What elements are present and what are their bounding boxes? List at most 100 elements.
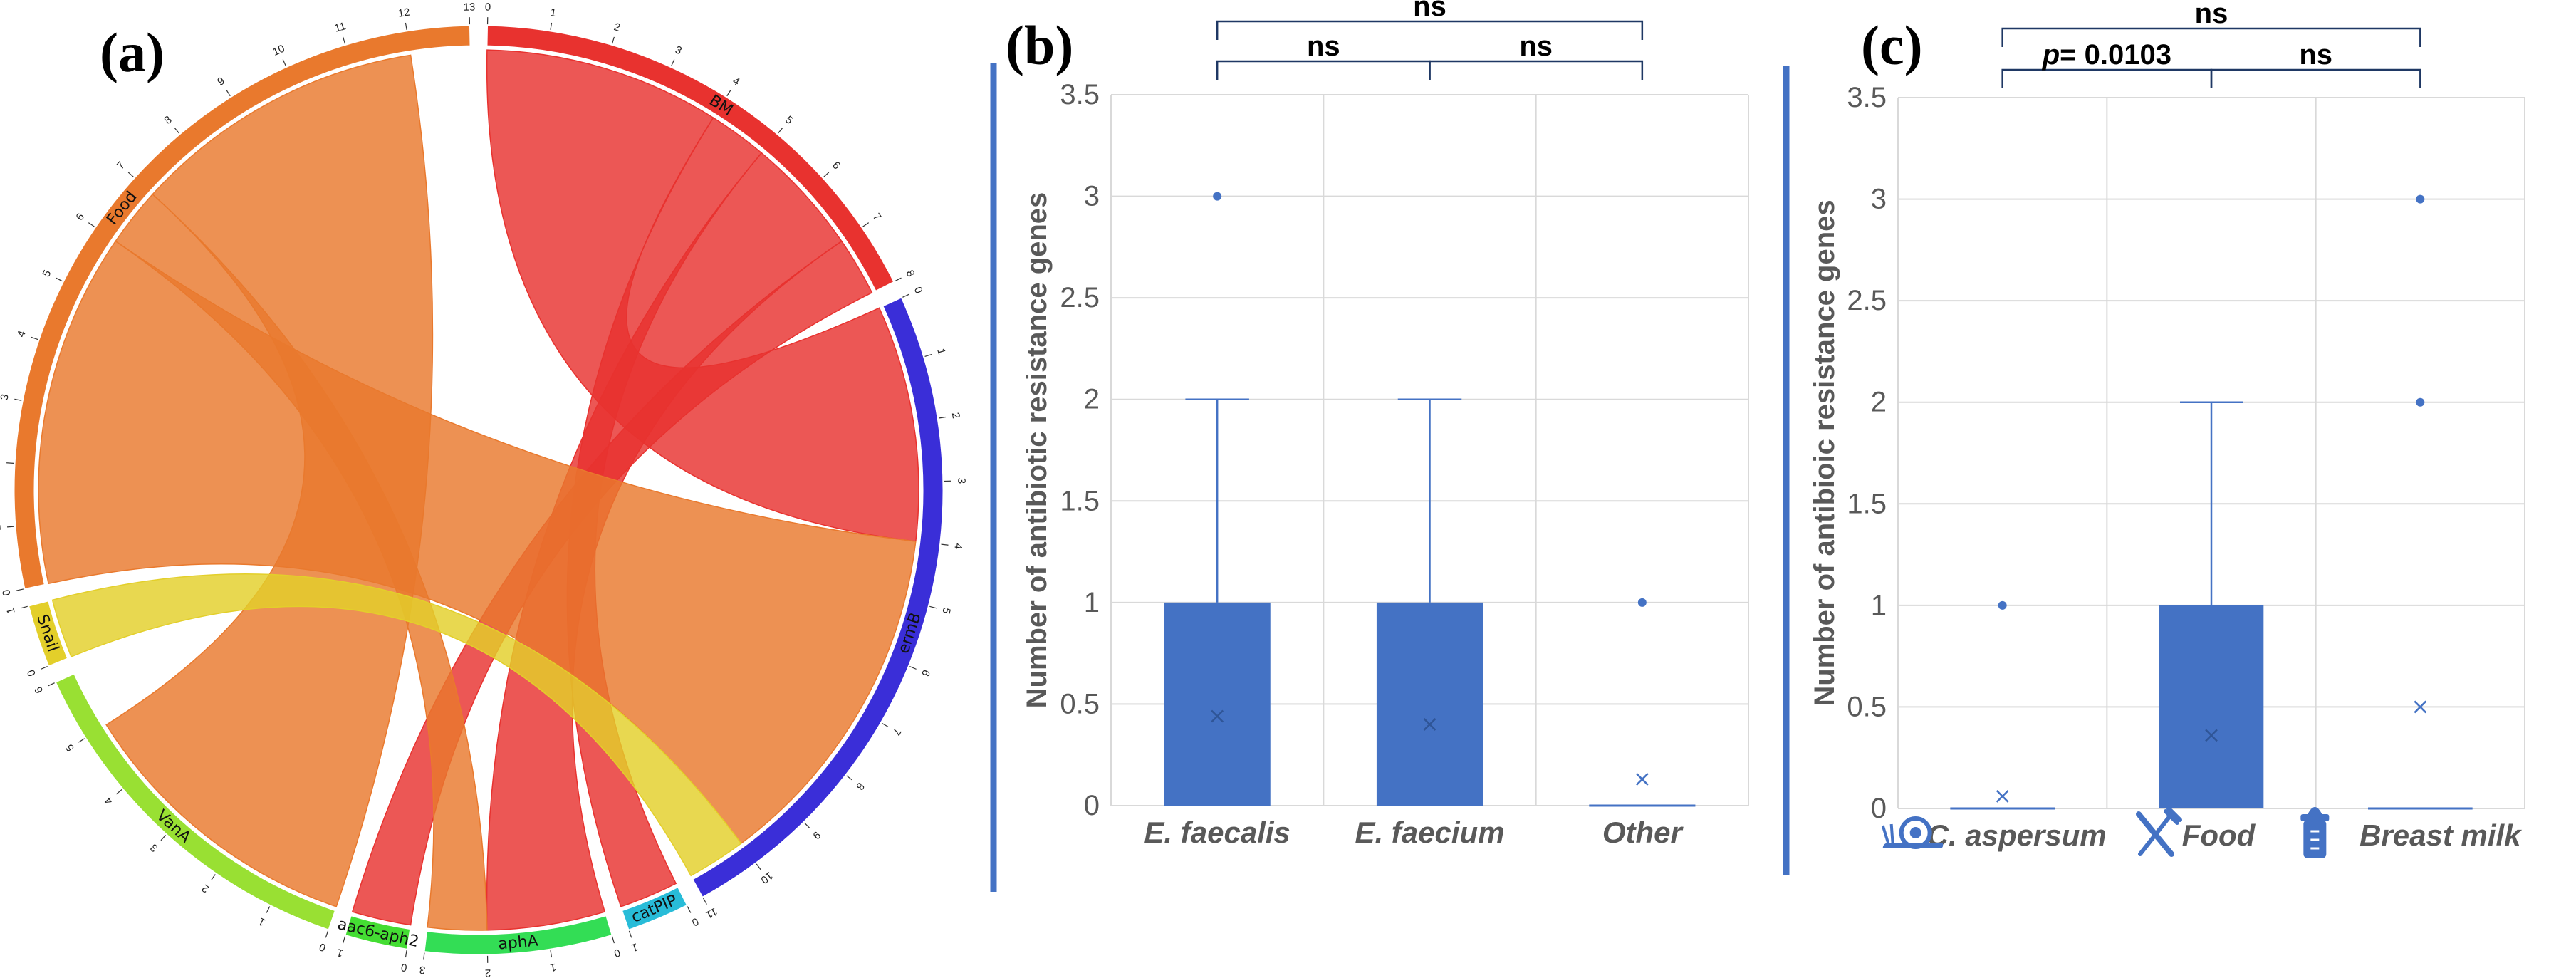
y-tick-label: 3 <box>1871 184 1887 215</box>
chord-tick <box>687 906 692 913</box>
chord-tick-label: 6 <box>830 160 843 172</box>
y-tick-label: 0.5 <box>1847 691 1887 722</box>
chord-tick-label: 1 <box>549 961 557 974</box>
chord-sector-BM <box>486 25 895 291</box>
chord-tick-label: 3 <box>673 43 684 57</box>
mean-marker <box>2205 729 2218 742</box>
chord-tick <box>226 89 231 97</box>
snail-shell-core <box>1909 827 1921 838</box>
y-tick-label: 2 <box>1871 387 1887 418</box>
fork-knife-icon <box>2136 806 2182 857</box>
chord-tick <box>895 277 902 282</box>
y-tick-label: 0 <box>1871 793 1887 824</box>
significance-label: ns <box>1413 0 1446 22</box>
chord-tick-label: 3 <box>419 963 426 976</box>
chord-tick-label: 2 <box>199 882 211 895</box>
chart-b: 0 0.5 1 1.5 2 2.5 3 3.5 Number of antibiotic res… <box>1021 0 1749 849</box>
chord-link-BM-aac6-aph2 <box>351 240 873 926</box>
mean-marker <box>1423 718 1436 731</box>
boxplot-panel-b: (b) 0 0.5 1 1.5 2 2.5 3 3.5 Number of antibiotic… <box>1006 0 1749 849</box>
chord-tick-label: 9 <box>215 75 226 88</box>
chord-tick-label: 5 <box>63 742 77 754</box>
y-tick-label: 1.5 <box>1847 488 1887 519</box>
y-tick-label: 2 <box>1084 384 1100 415</box>
chord-tick-label: 3 <box>0 393 11 401</box>
chord-tick <box>6 462 14 464</box>
snail-icon <box>1881 816 1944 849</box>
chord-tick <box>611 936 615 944</box>
chord-tick <box>941 543 949 546</box>
panel-b-letter: (b) <box>1006 14 1073 76</box>
chord-tick <box>116 789 122 795</box>
chord-tick <box>823 172 830 178</box>
chord-tick-label: 8 <box>904 268 917 279</box>
chord-link-BM-ermB <box>486 49 919 542</box>
bottle-marks <box>2310 830 2320 850</box>
y-tick-label: 2.5 <box>1060 282 1100 313</box>
y-tick-label: 3 <box>1084 181 1100 212</box>
chord-tick <box>924 354 932 358</box>
chord-tick-label: 4 <box>731 75 742 88</box>
chord-sector-aphA <box>424 915 612 955</box>
chord-tick <box>909 666 917 670</box>
chord-tick-label: 0 <box>0 588 13 597</box>
chord-tick <box>702 898 707 905</box>
baby-bottle-icon <box>2300 807 2330 858</box>
chord-tick <box>343 36 346 44</box>
chord-tick-label: 0 <box>318 940 327 954</box>
chord-tick-label: 5 <box>783 113 795 126</box>
chord-tick <box>929 605 937 609</box>
outlier-point <box>2416 397 2425 407</box>
chord-tick <box>48 682 55 687</box>
chord-tick <box>611 36 615 44</box>
chord-tick-label: 0 <box>912 285 925 296</box>
chord-tick-label: 1 <box>0 524 4 531</box>
chord-tick <box>282 59 286 66</box>
chord-tick-label: 11 <box>333 20 348 35</box>
chord-tick-label: 12 <box>397 6 411 19</box>
significance-bracket <box>2001 27 2421 47</box>
y-tick-label: 3.5 <box>1847 82 1887 113</box>
chord-tick <box>56 277 63 282</box>
outlier-point <box>1637 598 1647 607</box>
chord-tick-label: 0 <box>25 668 38 678</box>
mean-marker <box>1211 709 1224 723</box>
significance-bracket <box>1429 60 1644 80</box>
chord-tick-label: 1 <box>630 940 640 954</box>
chord-tick <box>804 822 810 828</box>
chord-tick <box>550 22 553 30</box>
chord-tick-label: 4 <box>15 329 28 338</box>
chord-tick <box>6 526 15 528</box>
y-axis-title: Number of antibiotic resistance genes <box>1021 192 1053 709</box>
significance-label: ns <box>2195 0 2228 29</box>
outlier-point <box>1213 192 1222 201</box>
chord-tick-label: 0 <box>485 1 491 14</box>
chord-tick <box>78 738 85 743</box>
category-label: E. faecium <box>1355 816 1504 849</box>
chord-tick <box>778 128 783 134</box>
chord-tick-label: 2 <box>612 21 622 34</box>
y-tick-label: 3.5 <box>1060 79 1100 110</box>
chord-tick <box>671 59 675 66</box>
chord-tick-label: 0 <box>690 915 701 929</box>
category-label: Other <box>1602 816 1684 849</box>
y-tick-label: 1.5 <box>1060 485 1100 516</box>
chord-tick <box>160 835 167 841</box>
panel-c-letter: (c) <box>1861 14 1923 76</box>
chord-tick-label: 1 <box>256 915 267 929</box>
category-label: C. aspersum <box>1927 818 2107 852</box>
chord-tick <box>20 605 28 609</box>
chord-tick-label: 7 <box>890 726 904 737</box>
chord-tick-label: 2 <box>949 412 962 420</box>
chord-tick-label: 6 <box>919 668 932 678</box>
chord-tick <box>756 863 761 870</box>
chord-tick-label: 11 <box>704 905 719 921</box>
chord-link-Food-VanA <box>105 54 434 907</box>
mean-marker <box>2414 700 2427 714</box>
y-tick-label: 0 <box>1084 790 1100 821</box>
y-tick-label: 1 <box>1084 587 1100 618</box>
category-label: Food <box>2182 818 2256 852</box>
significance-bracket <box>2001 68 2213 88</box>
